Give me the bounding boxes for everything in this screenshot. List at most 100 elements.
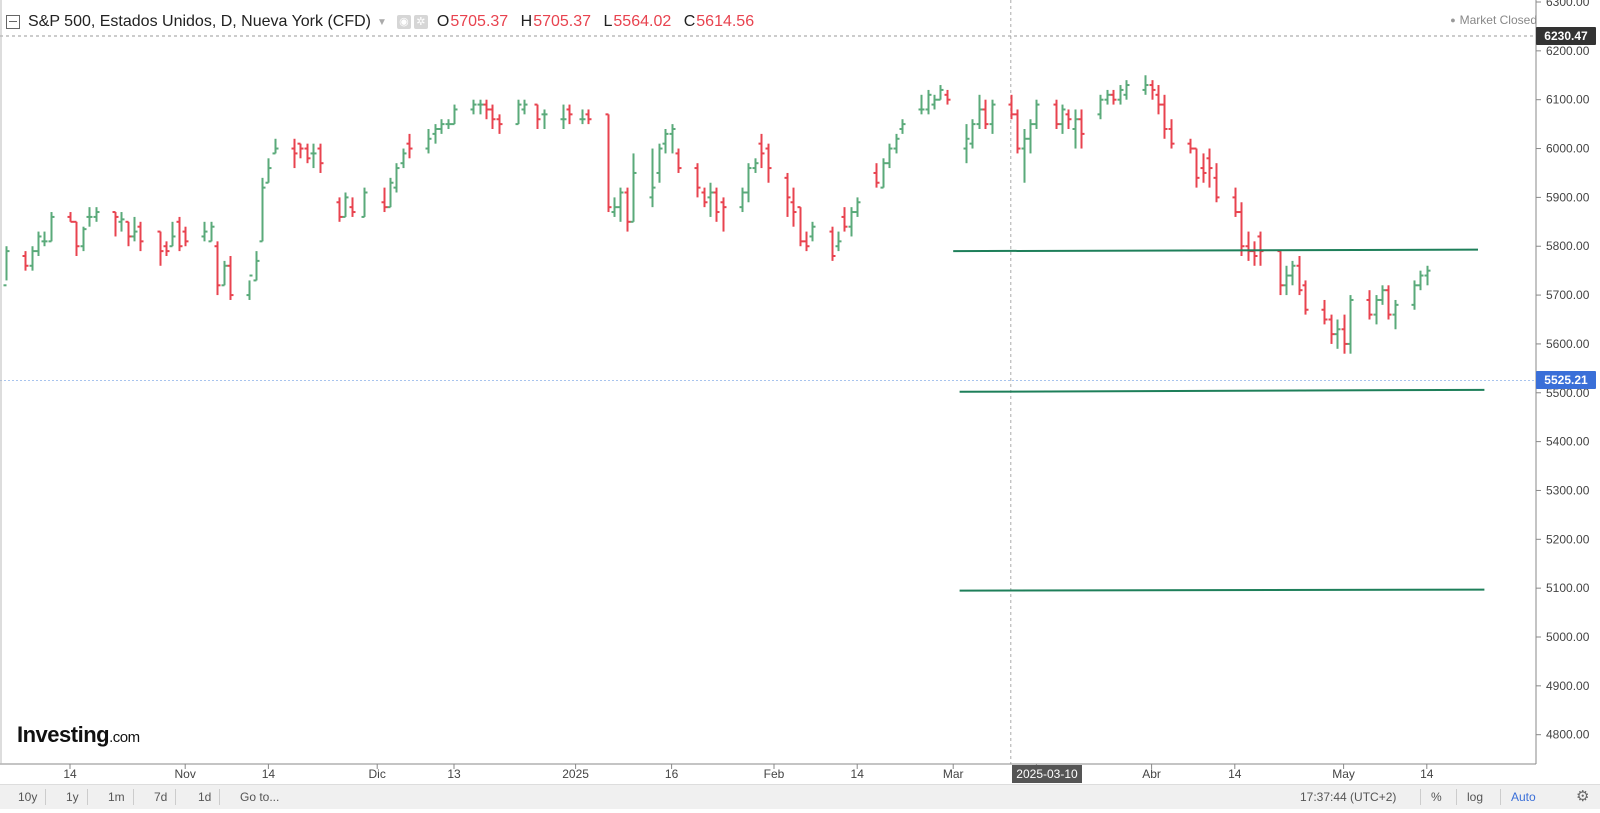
- ohlc-bar: [944, 89, 951, 105]
- y-tick-label: 5500.00: [1546, 386, 1590, 400]
- ohlc-bar: [848, 207, 855, 237]
- x-tick-label: 14: [1420, 767, 1434, 781]
- y-tick-label: 6000.00: [1546, 142, 1590, 156]
- ohlc-bar: [649, 148, 656, 208]
- ohlc-bar: [873, 163, 880, 188]
- ohlc-bar: [1328, 314, 1335, 344]
- ohlc-chart[interactable]: 6300.00 6200.00 6100.00 6000.00 5900.00 5800.…: [0, 0, 1600, 784]
- ohlc-bar: [899, 119, 906, 134]
- ohlc-bar: [1385, 285, 1392, 320]
- ohlc-bar: [1014, 109, 1021, 154]
- top-price-tag: 6230.47: [1536, 26, 1596, 45]
- ohlc-bar: [1187, 138, 1194, 154]
- ohlc-bar: [630, 153, 637, 223]
- ohlc-bar: [1296, 256, 1303, 296]
- x-tick-label: Feb: [764, 767, 785, 781]
- ohlc-bar: [201, 221, 208, 242]
- crosshair-date-tag: 2025-03-10: [1012, 765, 1082, 783]
- ohlc-bar: [976, 94, 983, 129]
- logo-suffix: .com: [109, 729, 140, 746]
- percent-toggle[interactable]: %: [1420, 789, 1442, 805]
- ohlc-bar: [1283, 265, 1290, 296]
- ohlc-bar: [125, 220, 132, 247]
- y-tick-label: 5000.00: [1546, 630, 1590, 644]
- ohlc-bar: [169, 221, 176, 248]
- ohlc-bar: [1193, 147, 1200, 188]
- chart-axes: 6300.00 6200.00 6100.00 6000.00 5900.00 5800.…: [0, 0, 1590, 781]
- ohlc-bar: [541, 109, 548, 129]
- range-1d-button[interactable]: 1d: [190, 789, 221, 805]
- ohlc-bar: [1053, 99, 1060, 129]
- ohlc-bar: [893, 133, 900, 154]
- ohlc-bar: [809, 221, 816, 242]
- ohlc-bar: [694, 163, 701, 198]
- ohlc-bar: [1065, 109, 1072, 129]
- ohlc-bar: [1392, 299, 1399, 330]
- ohlc-bars: [3, 75, 1431, 354]
- ohlc-bar: [1149, 80, 1156, 100]
- ohlc-bar: [1379, 285, 1386, 305]
- ohlc-bar: [707, 182, 714, 217]
- ohlc-bar: [1347, 295, 1354, 354]
- ohlc-bar: [758, 133, 765, 169]
- goto-button[interactable]: Go to...: [240, 790, 280, 804]
- ohlc-bar: [579, 109, 586, 125]
- ohlc-bar: [1366, 290, 1373, 320]
- ohlc-bar: [208, 221, 215, 243]
- trendline: [959, 588, 1485, 592]
- ohlc-bar: [701, 187, 708, 208]
- ohlc-bar: [35, 231, 42, 256]
- ohlc-bar: [317, 143, 324, 173]
- eye-icon[interactable]: ◉: [396, 15, 411, 29]
- ohlc-bar: [22, 251, 29, 271]
- x-tick-label: 14: [851, 767, 865, 781]
- bottom-toolbar: 10y 1y 1m 7d 1d Go to... 17:37:44 (UTC+2…: [0, 784, 1600, 809]
- gear-icon[interactable]: ✲: [413, 15, 428, 29]
- ohlc-bar: [349, 197, 356, 217]
- chart-grid: [0, 0, 1536, 764]
- y-tick-label: 5200.00: [1546, 532, 1590, 546]
- ohlc-bar: [496, 114, 503, 134]
- ohlc-bar: [221, 260, 228, 287]
- chevron-down-icon[interactable]: ▼: [376, 16, 387, 28]
- ohlc-bar: [3, 246, 10, 287]
- gear-icon[interactable]: ⚙: [1576, 788, 1590, 805]
- range-7d-button[interactable]: 7d: [146, 789, 177, 805]
- ohlc-bar: [451, 104, 458, 126]
- x-tick-label: Nov: [175, 767, 196, 781]
- auto-toggle[interactable]: Auto: [1500, 789, 1536, 805]
- collapse-legend-icon[interactable]: [6, 15, 20, 29]
- ohlc-bar: [1021, 129, 1028, 183]
- ohlc-bar: [336, 197, 343, 222]
- ohlc-bar: [521, 99, 528, 115]
- ohlc-bar: [157, 230, 164, 266]
- ohlc-bar: [406, 133, 413, 159]
- range-10y-button[interactable]: 10y: [10, 789, 47, 805]
- x-tick-label: May: [1332, 767, 1355, 781]
- investing-logo: Investing.com: [17, 722, 140, 748]
- range-1y-button[interactable]: 1y: [58, 789, 88, 805]
- y-tick-label: 6100.00: [1546, 93, 1590, 107]
- ohlc-bar: [1424, 265, 1431, 286]
- x-tick-label: Dic: [369, 767, 386, 781]
- x-tick-label: Mar: [943, 767, 964, 781]
- ohlc-bar: [662, 129, 669, 154]
- log-toggle[interactable]: log: [1456, 789, 1483, 805]
- ohlc-bar: [137, 221, 144, 252]
- ohlc-bar: [381, 187, 388, 213]
- ohlc-bar: [784, 172, 791, 217]
- range-1m-button[interactable]: 1m: [100, 789, 134, 805]
- low-value: 5564.02: [613, 13, 672, 30]
- ohlc-bar: [765, 143, 772, 183]
- high-value: 5705.37: [533, 13, 592, 30]
- ohlc-bar: [803, 231, 810, 252]
- instrument-title[interactable]: S&P 500, Estados Unidos, D, Nueva York (…: [28, 13, 371, 30]
- ohlc-bar: [1123, 80, 1130, 100]
- ohlc-bar: [611, 197, 618, 217]
- open-label: O: [436, 13, 450, 30]
- ohlc-bar: [1289, 260, 1296, 286]
- ohlc-bar: [1245, 231, 1252, 261]
- chart-legend: S&P 500, Estados Unidos, D, Nueva York (…: [6, 8, 762, 36]
- ohlc-bar: [1072, 109, 1079, 149]
- ohlc-bar: [297, 142, 304, 159]
